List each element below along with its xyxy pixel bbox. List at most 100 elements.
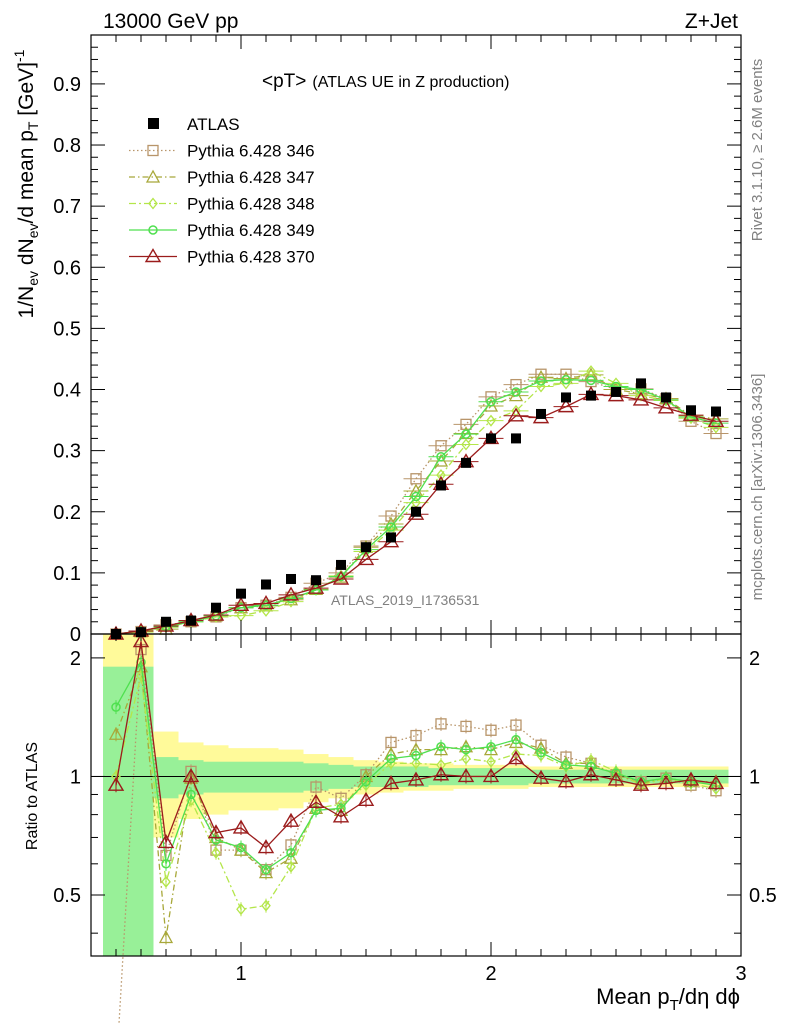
y-tick-label-3: 0.3: [53, 441, 81, 463]
band-inner-5: [228, 761, 254, 793]
data-point-4: [211, 602, 221, 613]
data-point-18: [561, 392, 571, 403]
legend-label-1: Pythia 6.428 347: [187, 168, 315, 187]
r-tick-label-l-0: 0.5: [53, 885, 81, 907]
series-2-point-18: [561, 377, 571, 390]
y-tick-label-4: 0.4: [53, 380, 81, 402]
band-inner-low: [103, 666, 154, 956]
energy-label: 13000 GeV pp: [103, 10, 238, 33]
legend-marker-3: [148, 225, 158, 235]
ratio-2-point-12: [411, 757, 421, 770]
legend-marker-4: [144, 248, 162, 263]
analysis-watermark: ATLAS_2019_I1736531: [331, 592, 480, 608]
ratio-3-point-14: [461, 744, 471, 755]
series-2-point-14: [461, 438, 471, 451]
series-3-point-18: [561, 374, 571, 385]
ratio-2-point-5: [236, 903, 246, 916]
ratio-2-point-1: [136, 669, 146, 682]
ratio-2-point-4: [211, 846, 221, 859]
data-point-2: [161, 616, 171, 627]
legend-marker-atlas: [148, 118, 159, 129]
data-point-21: [636, 378, 646, 389]
legend-marker-2: [148, 197, 158, 210]
data-point-5: [236, 588, 246, 599]
mcplots-label: mcplots.cern.ch [arXiv:1306.3436]: [749, 374, 766, 601]
ratio-0-point-13: [435, 718, 447, 730]
legend-marker-0: [147, 144, 159, 157]
ratio-0-point-8: [310, 781, 322, 793]
series-4-point-10: [357, 551, 375, 566]
band-inner-4: [203, 761, 229, 793]
legend-label-4: Pythia 6.428 370: [187, 248, 315, 267]
ratio-4-point-8: [307, 793, 325, 808]
ratio-2-point-6: [261, 899, 271, 912]
series-3-point-5: [236, 602, 246, 613]
series-4-point-21: [632, 391, 650, 406]
series-0-point-17: [535, 368, 547, 380]
ratio-4-point-15: [482, 768, 500, 783]
data-point-20: [611, 386, 621, 397]
r-tick-label-r-0: 0.5: [749, 885, 777, 907]
series-4-point-16: [507, 407, 525, 422]
ratio-3-point-3: [186, 789, 196, 800]
series-3-point-13: [436, 451, 446, 462]
ratio-4-point-6: [257, 839, 275, 854]
data-point-8: [311, 575, 321, 586]
ratio-4-point-10: [357, 791, 375, 806]
main-series-layer: [103, 365, 729, 641]
y-tick-label-2: 0.2: [53, 502, 81, 524]
ratio-line-0: [118, 649, 717, 1024]
r-tick-label-r-1: 1: [749, 766, 760, 788]
y-axis-label: 1/Nev dNev/d mean pT [GeV]-1: [11, 49, 41, 318]
series-4-point-4: [207, 606, 225, 621]
series-4-point-6: [257, 595, 275, 610]
plot-title: <pT> (ATLAS UE in Z production): [262, 71, 509, 92]
ratio-4-point-24: [707, 775, 725, 790]
plot-title-sub: (ATLAS UE in Z production): [312, 74, 509, 91]
series-3-point-14: [461, 429, 471, 439]
data-point-13: [436, 480, 446, 491]
ratio-4-point-9: [332, 808, 350, 823]
rivet-label: Rivet 3.1.10, ≥ 2.6M events: [749, 59, 766, 242]
ratio-3-point-11: [386, 753, 396, 764]
ratio-3-point-15: [486, 741, 496, 752]
data-point-14: [461, 457, 471, 468]
ratio-2-point-24: [711, 782, 721, 795]
ratio-4-point-11: [382, 775, 400, 790]
ratio-3-point-6: [261, 864, 271, 875]
ratio-4-point-20: [607, 771, 625, 786]
data-point-11: [386, 532, 396, 543]
ratio-0-point-12: [410, 729, 422, 742]
legend-marker-1: [145, 169, 161, 183]
data-point-19: [586, 390, 596, 401]
ratio-1-point-0: [108, 726, 124, 740]
legend: ATLAS Pythia 6.428 346 Pythia 6.428 347 Pyt…: [129, 115, 315, 267]
ratio-4-point-2: [157, 834, 175, 849]
series-0-point-11: [385, 510, 397, 522]
ratio-3-point-17: [536, 747, 546, 758]
legend-label-0: Pythia 6.428 346: [187, 142, 315, 161]
series-0-point-13: [435, 440, 447, 452]
ratio-2-point-14: [461, 752, 471, 765]
ratio-4-point-0: [107, 776, 125, 791]
ratio-4-point-19: [582, 766, 600, 781]
ratio-3-point-0: [111, 702, 121, 712]
ratio-3-point-7: [286, 848, 296, 858]
ratio-axis-label: Ratio to ATLAS: [24, 742, 41, 850]
ratio-3-point-10: [361, 776, 371, 787]
data-point-22: [661, 392, 671, 403]
ratio-band-layer: [103, 634, 729, 956]
series-4-point-7: [282, 586, 300, 601]
y-tick-label-1: 0.1: [53, 563, 81, 585]
ratio-0-point-15: [485, 724, 497, 736]
series-4-point-18: [557, 398, 575, 413]
ratio-3-point-18: [561, 760, 571, 770]
data-point-9: [336, 559, 346, 570]
ratio-4-point-3: [182, 768, 200, 783]
series-4-point-24: [707, 412, 725, 427]
r-tick-label-l-1: 1: [70, 766, 81, 788]
ratio-2-point-2: [161, 875, 171, 888]
data-point-6: [261, 579, 271, 590]
series-1-point-21: [633, 386, 649, 400]
series-3-point-6: [261, 600, 271, 611]
